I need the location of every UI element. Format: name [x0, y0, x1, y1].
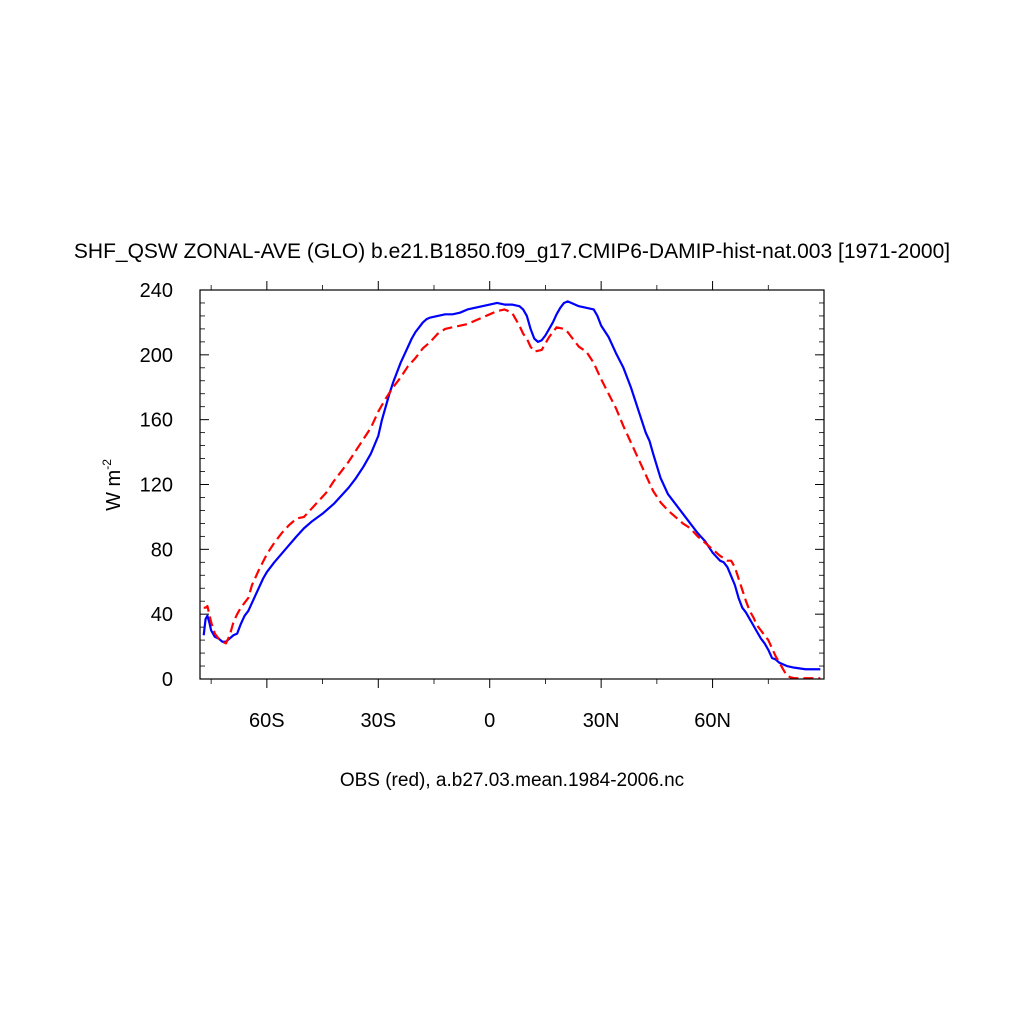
x-tick-label: 60S	[249, 710, 285, 732]
axis-ticks	[200, 281, 824, 688]
y-axis-label-main: W m	[103, 470, 125, 511]
y-tick-label: 80	[151, 539, 173, 561]
series-lines	[202, 300, 821, 680]
y-tick-label: 160	[140, 410, 173, 432]
x-tick-label: 60N	[694, 710, 731, 732]
y-axis-label: W m-2	[100, 459, 125, 511]
y-tick-label: 40	[151, 604, 173, 626]
plot-frame	[199, 289, 825, 680]
chart-title: SHF_QSW ZONAL-AVE (GLO) b.e21.B1850.f09_…	[74, 240, 950, 263]
y-tick-label: 200	[140, 345, 173, 367]
x-tick-label: 30S	[360, 710, 396, 732]
model-series-line	[202, 300, 821, 671]
x-axis-label: OBS (red), a.b27.03.mean.1984-2006.nc	[340, 770, 684, 791]
y-tick-label: 240	[140, 280, 173, 302]
y-tick-label: 120	[140, 475, 173, 497]
obs-series-line	[203, 308, 821, 680]
x-tick-label: 30N	[583, 710, 620, 732]
y-tick-labels: 0 40 80 120 160 200 240	[140, 280, 173, 691]
svg-text:W m-2: W m-2	[100, 459, 125, 511]
x-tick-label: 0	[484, 710, 495, 732]
x-tick-labels: 60S 30S 0 30N 60N	[249, 710, 731, 732]
y-axis-label-exponent: -2	[100, 459, 114, 470]
y-tick-label: 0	[162, 669, 173, 691]
